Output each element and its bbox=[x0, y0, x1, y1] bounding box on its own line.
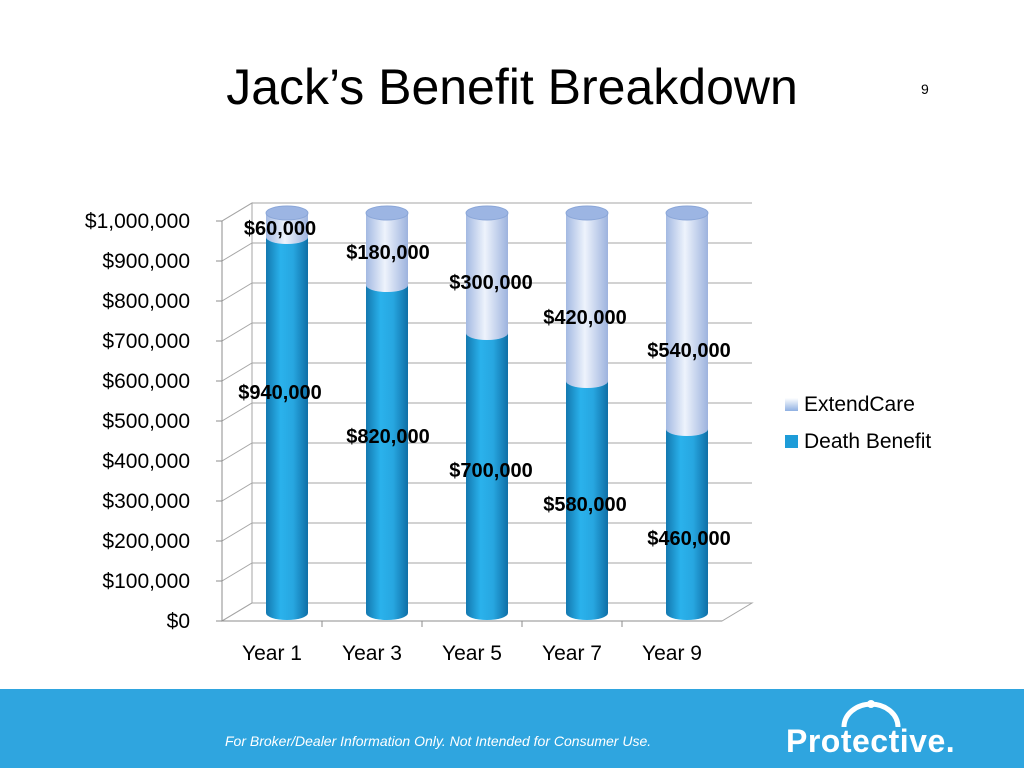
legend-label: ExtendCare bbox=[804, 393, 915, 416]
bar-cap bbox=[265, 205, 309, 221]
value-label-death-benefit: $460,000 bbox=[647, 528, 730, 550]
legend-label: Death Benefit bbox=[804, 430, 931, 453]
y-tick-label: $500,000 bbox=[102, 410, 190, 433]
gridline bbox=[221, 202, 752, 222]
y-tick-label: $100,000 bbox=[102, 570, 190, 593]
value-label-extendcare: $300,000 bbox=[449, 272, 532, 294]
value-label-extendcare: $60,000 bbox=[244, 218, 316, 240]
x-tick-label: Year 9 bbox=[642, 642, 702, 665]
bar-cap bbox=[665, 205, 709, 221]
legend: ExtendCare Death Benefit bbox=[785, 393, 931, 453]
bar-death-benefit bbox=[566, 381, 608, 620]
y-tick-label: $900,000 bbox=[102, 250, 190, 273]
bar-cap bbox=[565, 205, 609, 221]
value-label-extendcare: $420,000 bbox=[543, 307, 626, 329]
value-label-death-benefit: $580,000 bbox=[543, 494, 626, 516]
y-tick-label: $700,000 bbox=[102, 330, 190, 353]
value-label-extendcare: $180,000 bbox=[346, 242, 429, 264]
value-label-extendcare: $540,000 bbox=[647, 340, 730, 362]
benefit-chart: $0 $100,000 $200,000 $300,000 $400,000 $500,0… bbox=[85, 202, 931, 665]
y-tick-label: $300,000 bbox=[102, 490, 190, 513]
bar-extendcare bbox=[266, 213, 308, 244]
value-labels: $940,000 $60,000 $820,000 $180,000 $700,000 $… bbox=[238, 218, 730, 550]
bar-death-benefit bbox=[666, 429, 708, 620]
logo-arc-icon bbox=[841, 700, 901, 728]
x-axis: Year 1 Year 3 Year 5 Year 7 Year 9 bbox=[242, 621, 702, 665]
x-tick-label: Year 7 bbox=[542, 642, 602, 665]
x-tick-label: Year 1 bbox=[242, 642, 302, 665]
slide-title: Jack’s Benefit Breakdown bbox=[226, 59, 798, 115]
bar-extendcare bbox=[666, 213, 708, 436]
x-tick-label: Year 5 bbox=[442, 642, 502, 665]
bar-death-benefit bbox=[266, 237, 308, 620]
y-tick-label: $1,000,000 bbox=[85, 210, 190, 233]
legend-swatch bbox=[785, 398, 798, 411]
bar-layer bbox=[265, 205, 709, 620]
logo-text: Protective. bbox=[786, 723, 956, 759]
footer-bar: For Broker/Dealer Information Only. Not … bbox=[0, 689, 1024, 768]
y-tick-label: $400,000 bbox=[102, 450, 190, 473]
bar-death-benefit bbox=[366, 285, 408, 620]
bar-cap bbox=[365, 205, 409, 221]
bar-death-benefit bbox=[466, 333, 508, 620]
value-label-death-benefit: $700,000 bbox=[449, 460, 532, 482]
bar-extendcare bbox=[566, 213, 608, 388]
y-tick-label: $0 bbox=[167, 610, 190, 633]
value-label-death-benefit: $820,000 bbox=[346, 426, 429, 448]
y-axis: $0 $100,000 $200,000 $300,000 $400,000 $500,0… bbox=[85, 210, 190, 633]
bar-extendcare bbox=[466, 213, 508, 340]
y-tick-label: $200,000 bbox=[102, 530, 190, 553]
y-tick-label: $800,000 bbox=[102, 290, 190, 313]
y-tick-label: $600,000 bbox=[102, 370, 190, 393]
x-tick-label: Year 3 bbox=[342, 642, 402, 665]
protective-logo: Protective. bbox=[786, 697, 966, 759]
slide-number: 9 bbox=[921, 81, 929, 97]
value-label-death-benefit: $940,000 bbox=[238, 382, 321, 404]
bar-extendcare bbox=[366, 213, 408, 292]
footer-disclaimer: For Broker/Dealer Information Only. Not … bbox=[225, 733, 652, 749]
legend-swatch bbox=[785, 435, 798, 448]
bar-cap bbox=[465, 205, 509, 221]
